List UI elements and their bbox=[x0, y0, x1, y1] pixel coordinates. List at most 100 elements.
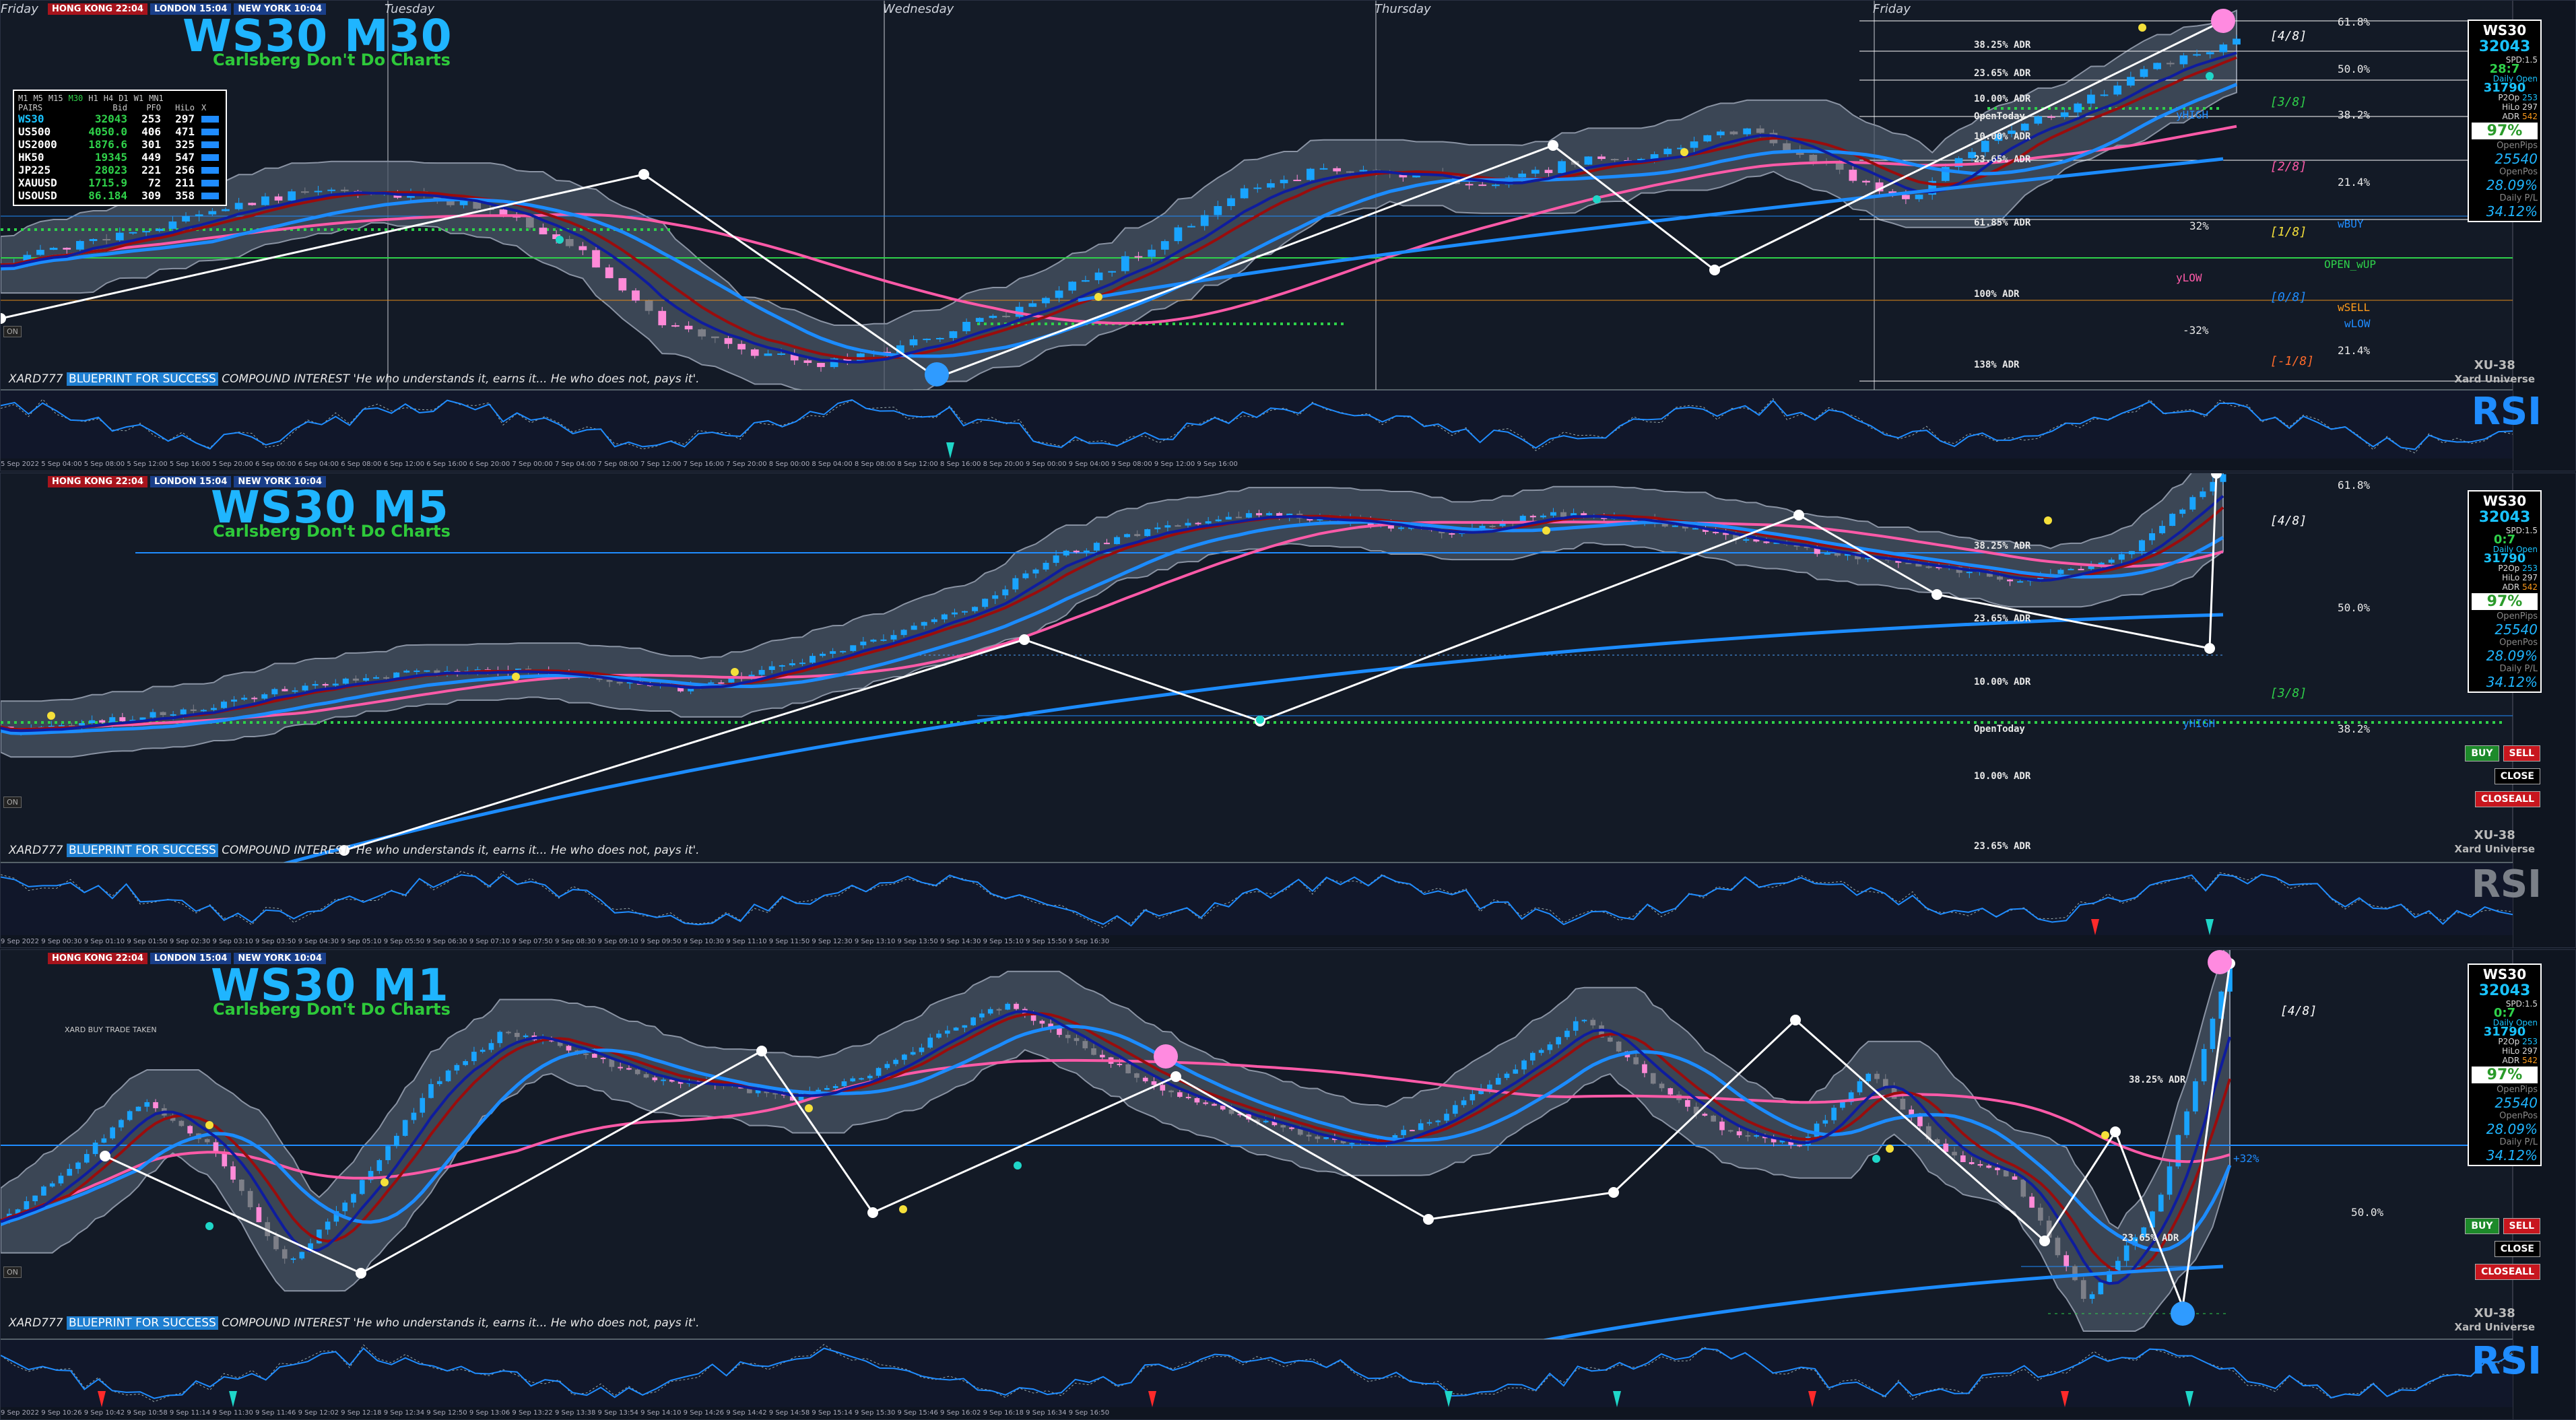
chart-window-m1[interactable]: HONG KONG 22:04 LONDON 15:04 NEW YORK 10… bbox=[0, 949, 2576, 1420]
candle-body bbox=[373, 677, 380, 679]
tf-w1[interactable]: W1 bbox=[133, 94, 144, 103]
close-button[interactable]: CLOSE bbox=[2494, 1241, 2540, 1257]
candle-body bbox=[989, 316, 997, 318]
candle-body bbox=[1608, 1037, 1613, 1042]
candle-body bbox=[1306, 168, 1315, 180]
pairs-row[interactable]: JP225 28023 221 256 bbox=[18, 164, 222, 176]
chart-window-m5[interactable]: HONG KONG 22:04 LONDON 15:04 NEW YORK 10… bbox=[0, 473, 2576, 948]
candle-body bbox=[1030, 1015, 1036, 1021]
tf-m30[interactable]: M30 bbox=[68, 94, 84, 103]
candle-body bbox=[1002, 589, 1009, 596]
pairs-cell: 449 bbox=[141, 151, 161, 164]
strength-bar bbox=[201, 176, 222, 189]
candle-body bbox=[2128, 551, 2135, 555]
pairs-row[interactable]: US500 4050.0 406 471 bbox=[18, 125, 222, 138]
tf-mn1[interactable]: MN1 bbox=[149, 94, 164, 103]
candle-body bbox=[1134, 256, 1143, 258]
pairs-row[interactable]: USOUSD 86.184 309 358 bbox=[18, 189, 222, 202]
zigzag-node bbox=[1931, 589, 1942, 600]
candle-body bbox=[1788, 1140, 1794, 1145]
clock-hong-kong: HONG KONG 22:04 bbox=[48, 3, 148, 15]
pairs-table[interactable]: M1 M5 M15 M30 H1 H4 D1 W1 MN1 PAIRS Bid … bbox=[13, 90, 227, 206]
candle-body bbox=[1682, 525, 1688, 529]
candle-body bbox=[1444, 1114, 1449, 1121]
candle-body bbox=[1187, 226, 1195, 228]
tf-m5[interactable]: M5 bbox=[33, 94, 43, 103]
candle-body bbox=[24, 1201, 30, 1210]
candle-body bbox=[292, 690, 298, 692]
pairs-row[interactable]: HK50 19345 449 547 bbox=[18, 151, 222, 164]
price-chart-m30[interactable] bbox=[1, 1, 2576, 471]
candle-body bbox=[1560, 512, 1567, 517]
price-chart-m1[interactable] bbox=[1, 950, 2576, 1420]
candle-body bbox=[1925, 566, 1932, 568]
candle-body bbox=[2020, 1180, 2026, 1197]
pairs-row[interactable]: WS30 32043 253 297 bbox=[18, 112, 222, 125]
toggle-on-button[interactable]: ON bbox=[3, 797, 22, 808]
close-button[interactable]: CLOSE bbox=[2494, 768, 2540, 784]
sell-button[interactable]: SELL bbox=[2503, 1218, 2540, 1234]
buy-button[interactable]: BUY bbox=[2465, 745, 2499, 762]
candle-body bbox=[698, 329, 706, 337]
candle-body bbox=[1280, 179, 1288, 184]
candle-body bbox=[1055, 290, 1063, 298]
level-tag-label: wSELL bbox=[2338, 301, 2371, 314]
candle-body bbox=[1902, 195, 1910, 199]
zigzag-node bbox=[1, 313, 6, 324]
fib-percent-label: 38.2% bbox=[2338, 108, 2371, 121]
fib-percent-label: 50.0% bbox=[2338, 63, 2371, 75]
candle-body bbox=[1194, 1097, 1200, 1103]
candle-body bbox=[658, 310, 667, 326]
chart-window-m30[interactable]: Friday Tuesday Wednesday Thursday Friday… bbox=[0, 0, 2576, 471]
pairs-cell: US500 bbox=[18, 125, 51, 138]
ma-red-line bbox=[1, 1012, 2231, 1275]
sell-button[interactable]: SELL bbox=[2503, 745, 2540, 762]
candle-body bbox=[1943, 1143, 1949, 1152]
price-chart-m5[interactable] bbox=[1, 473, 2576, 948]
candle-body bbox=[168, 221, 177, 229]
pairs-row[interactable]: US2000 1876.6 301 325 bbox=[18, 138, 222, 151]
candle-body bbox=[241, 698, 248, 700]
tf-m1[interactable]: M1 bbox=[18, 94, 28, 103]
timeframe-selector[interactable]: M1 M5 M15 M30 H1 H4 D1 W1 MN1 bbox=[18, 94, 222, 103]
candle-body bbox=[368, 1171, 374, 1180]
candle-body bbox=[884, 1064, 890, 1069]
candle-body bbox=[809, 656, 816, 663]
buy-button[interactable]: BUY bbox=[2465, 1218, 2499, 1234]
candle-body bbox=[618, 278, 627, 291]
candle-body bbox=[949, 331, 958, 338]
candle-body bbox=[982, 599, 989, 607]
candle-body bbox=[1195, 522, 1201, 525]
candle-body bbox=[803, 360, 812, 363]
close-all-button[interactable]: CLOSEALL bbox=[2475, 1264, 2540, 1280]
close-all-button[interactable]: CLOSEALL bbox=[2475, 791, 2540, 807]
tf-m15[interactable]: M15 bbox=[48, 94, 63, 103]
zigzag-node bbox=[1793, 510, 1804, 520]
candle-body bbox=[2029, 1196, 2035, 1208]
adr-level-label: OpenToday bbox=[1974, 111, 2025, 122]
pairs-cell: 301 bbox=[141, 138, 161, 151]
tf-h1[interactable]: H1 bbox=[88, 94, 98, 103]
candle-body bbox=[1773, 542, 1780, 544]
candle-body bbox=[1012, 578, 1019, 590]
candle-body bbox=[1397, 527, 1404, 529]
toggle-on-button[interactable]: ON bbox=[3, 1266, 22, 1278]
pairs-row[interactable]: XAUUSD 1715.9 72 211 bbox=[18, 176, 222, 189]
rsi-panel bbox=[1, 863, 2513, 935]
candle-body bbox=[737, 343, 746, 349]
candle-body bbox=[951, 612, 958, 615]
candle-body bbox=[1558, 161, 1566, 173]
candle-body bbox=[187, 1126, 193, 1134]
candle-body bbox=[777, 353, 785, 356]
candle-body bbox=[600, 1057, 606, 1059]
pairs-cell: 221 bbox=[141, 164, 161, 176]
candle-body bbox=[816, 1089, 821, 1092]
toggle-on-button[interactable]: ON bbox=[3, 326, 22, 337]
level-tag-label: yHIGH bbox=[2176, 108, 2209, 121]
candle-body bbox=[2012, 1176, 2018, 1180]
tf-h4[interactable]: H4 bbox=[103, 94, 114, 103]
candle-body bbox=[1661, 523, 1668, 527]
candle-body bbox=[1245, 513, 1252, 518]
tf-d1[interactable]: D1 bbox=[119, 94, 129, 103]
candle-body bbox=[1114, 537, 1121, 545]
